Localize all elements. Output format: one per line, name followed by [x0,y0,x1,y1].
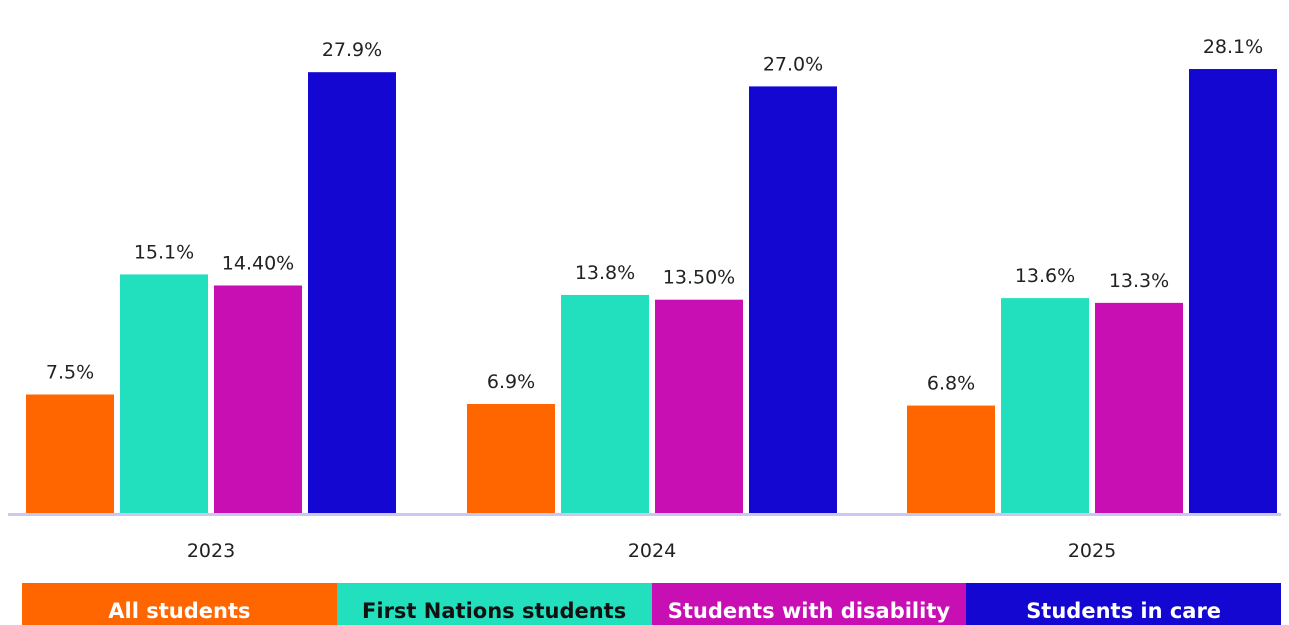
data-label-2023-first-nations-students: 15.1% [134,241,194,263]
bar-2024-students-in-care [749,86,837,514]
bar-chart: 7.5% 15.1% 14.40% 27.9% 2023 6.9% 13.8% 13.50% 2… [8,36,1281,562]
data-label-2024-first-nations-students: 13.8% [575,262,635,284]
data-label-2025-students-with-disability: 13.3% [1109,270,1169,292]
bar-2024-first-nations-students [561,294,649,513]
legend-item-first-nations-students: First Nations students [336,583,652,625]
x-tick-label-2025: 2025 [1068,540,1116,562]
bar-2023-students-with-disability [214,285,302,513]
bar-2024-students-with-disability [655,299,743,513]
bar-2023-first-nations-students [120,274,208,513]
data-label-2025-students-in-care: 28.1% [1203,36,1263,58]
bar-2025-students-with-disability [1095,302,1183,513]
legend-label: Students with disability [667,599,951,623]
bar-2025-students-in-care [1189,69,1277,514]
data-label-2023-students-in-care: 27.9% [322,39,382,61]
legend-label: First Nations students [362,599,627,623]
bar-2025-first-nations-students [1001,298,1089,513]
data-label-2024-all-students: 6.9% [487,371,535,393]
bar-2023-all-students [26,394,114,513]
data-label-2023-students-with-disability: 14.40% [222,252,294,274]
data-label-2025-all-students: 6.8% [927,373,975,395]
bar-2025-all-students [907,405,995,513]
bar-2024-all-students [467,403,555,513]
legend-item-all-students: All students [22,583,337,625]
data-label-2025-first-nations-students: 13.6% [1015,265,1075,287]
bar-2023-students-in-care [308,72,396,514]
legend-item-students-with-disability: Students with disability [651,583,967,625]
data-label-2024-students-with-disability: 13.50% [663,267,735,289]
legend-item-students-in-care: Students in care [966,583,1281,625]
data-label-2023-all-students: 7.5% [46,362,94,384]
data-label-2024-students-in-care: 27.0% [763,53,823,75]
x-tick-label-2023: 2023 [187,540,235,562]
legend-label: Students in care [1026,599,1222,623]
chart-legend: All students First Nations students Studen… [22,583,1281,625]
x-tick-label-2024: 2024 [628,540,676,562]
legend-label: All students [108,599,251,623]
